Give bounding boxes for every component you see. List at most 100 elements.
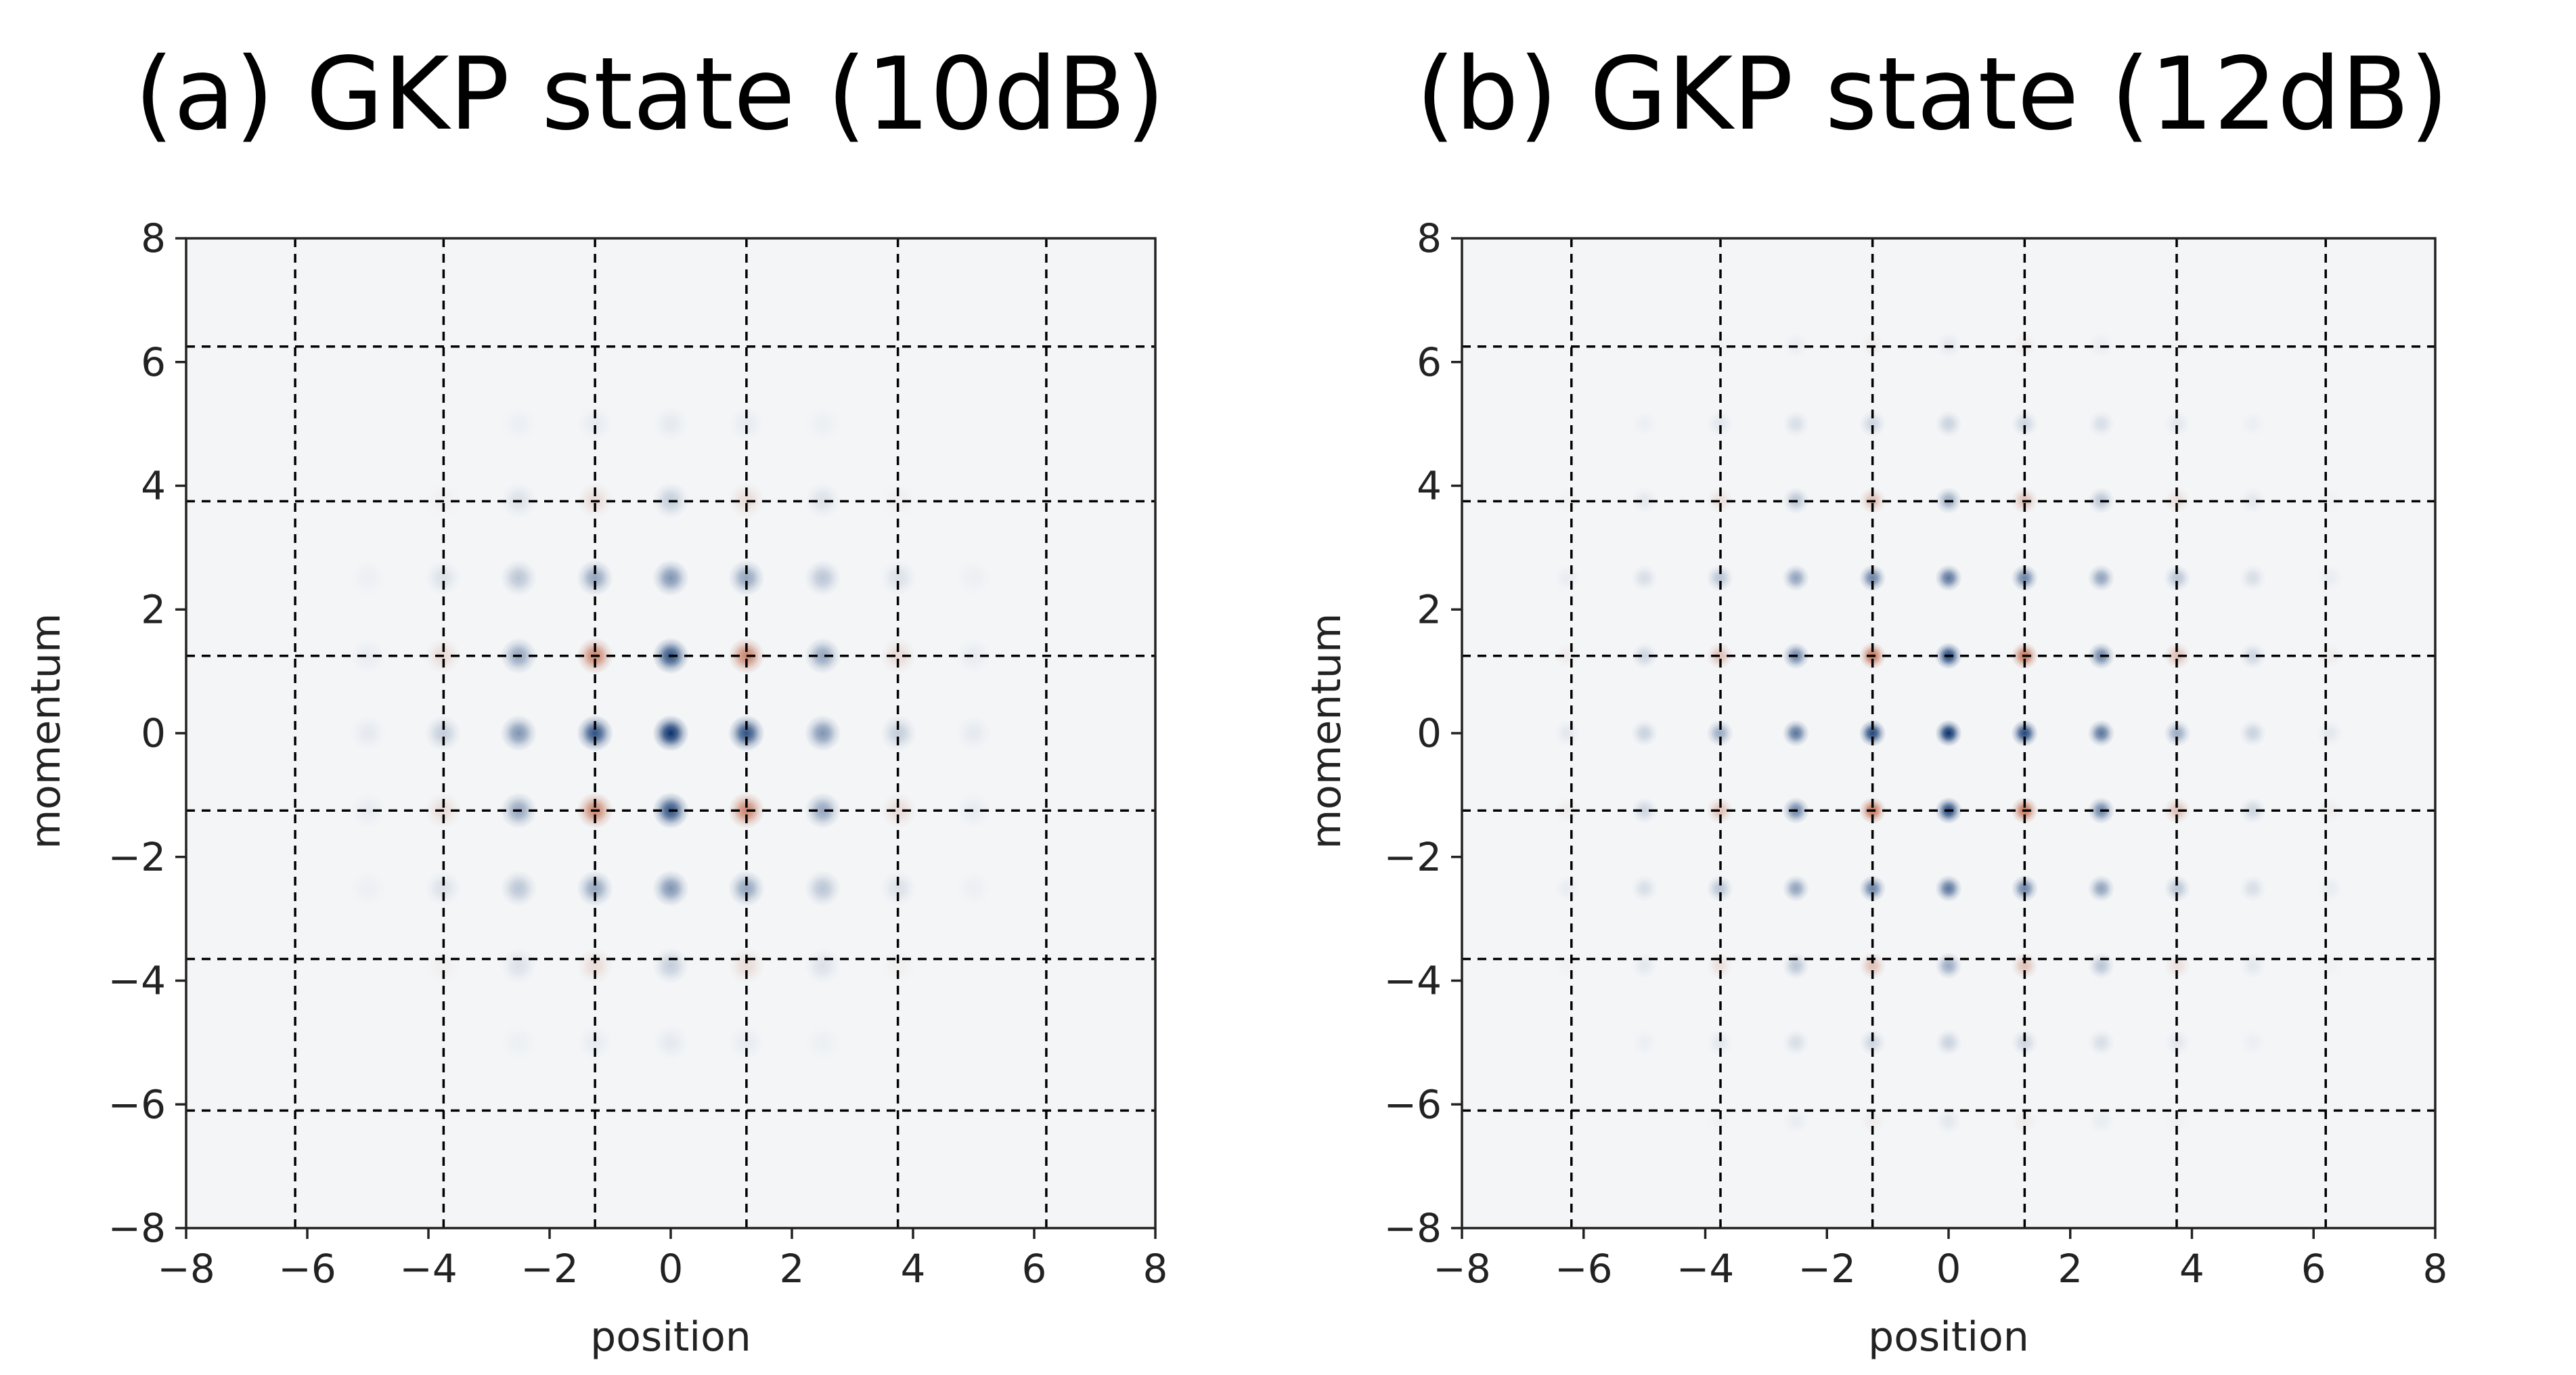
positive-peak xyxy=(501,406,537,442)
negative-peak xyxy=(728,792,765,829)
positive-peak xyxy=(1706,564,1733,592)
negative-peak xyxy=(2316,797,2344,824)
negative-peak xyxy=(728,637,765,674)
wigner-peaks xyxy=(349,406,992,1061)
positive-peak xyxy=(1706,720,1733,747)
y-tick-label: 4 xyxy=(1417,463,1442,509)
positive-peak xyxy=(2239,642,2267,670)
positive-peak xyxy=(1630,564,1658,592)
x-tick-label: 6 xyxy=(2301,1246,2326,1292)
panel-b-y-ticks: −8 −6 −4 −2 0 2 4 6 8 xyxy=(1384,215,1462,1251)
positive-peak xyxy=(577,715,613,751)
positive-peak xyxy=(880,715,917,751)
positive-peak xyxy=(1553,720,1581,747)
positive-peak xyxy=(1859,564,1886,592)
positive-peak xyxy=(1782,332,1810,359)
positive-peak xyxy=(1935,410,1962,437)
positive-peak xyxy=(804,947,841,984)
negative-peak xyxy=(2316,642,2344,670)
x-tick-label: −2 xyxy=(1798,1246,1857,1292)
y-tick-label: 6 xyxy=(141,339,166,385)
positive-peak xyxy=(424,559,462,596)
positive-peak xyxy=(2087,952,2115,980)
positive-peak xyxy=(1706,410,1733,437)
negative-peak xyxy=(1706,797,1733,824)
positive-peak xyxy=(2164,875,2191,902)
y-tick-label: −4 xyxy=(1384,958,1442,1004)
x-tick-label: −4 xyxy=(1676,1246,1735,1292)
panel-b-x-axis-label: position xyxy=(1868,1313,2029,1361)
x-tick-label: 0 xyxy=(1936,1246,1961,1292)
positive-peak xyxy=(1859,1029,1886,1056)
positive-peak xyxy=(955,637,992,674)
x-tick-label: −4 xyxy=(399,1246,458,1292)
panel-b-plot-area xyxy=(1461,237,2437,1229)
positive-peak xyxy=(1782,952,1810,980)
positive-peak xyxy=(728,406,765,442)
negative-peak xyxy=(728,947,765,984)
negative-peak xyxy=(728,482,765,519)
x-tick-label: 8 xyxy=(1143,1246,1168,1292)
y-tick-label: −6 xyxy=(108,1081,166,1127)
positive-peak xyxy=(652,406,689,442)
positive-peak xyxy=(652,870,689,907)
panel-a-x-axis-label: position xyxy=(590,1313,751,1361)
x-tick-label: 0 xyxy=(659,1246,684,1292)
positive-peak xyxy=(955,792,992,829)
positive-peak xyxy=(1553,875,1581,902)
positive-peak xyxy=(2316,564,2344,592)
positive-peak xyxy=(880,870,917,907)
positive-peak xyxy=(2087,875,2115,902)
positive-peak xyxy=(652,559,689,596)
y-tick-label: 8 xyxy=(141,215,166,261)
x-tick-label: −6 xyxy=(278,1246,336,1292)
x-tick-label: 4 xyxy=(2179,1246,2204,1292)
positive-peak xyxy=(501,1024,537,1061)
negative-peak xyxy=(577,947,613,984)
positive-peak xyxy=(728,1024,765,1061)
positive-peak xyxy=(652,1024,689,1061)
x-tick-label: 8 xyxy=(2423,1246,2448,1292)
positive-peak xyxy=(804,715,841,751)
positive-peak xyxy=(577,559,613,596)
positive-peak xyxy=(500,715,537,751)
panel-a-title: (a) GKP state (10dB) xyxy=(135,36,1165,152)
positive-peak xyxy=(1553,564,1581,592)
panel-a-plot-area xyxy=(185,237,1157,1229)
positive-peak xyxy=(2239,952,2267,980)
positive-peak xyxy=(350,560,386,596)
positive-peak xyxy=(2087,332,2115,359)
positive-peak xyxy=(1630,487,1658,515)
negative-peak xyxy=(1706,487,1733,515)
positive-peak xyxy=(652,947,689,984)
negative-peak xyxy=(1553,642,1581,670)
positive-peak xyxy=(804,637,841,674)
x-tick-label: −8 xyxy=(157,1246,215,1292)
negative-peak xyxy=(1859,1108,1886,1135)
positive-peak xyxy=(880,559,917,596)
x-tick-label: −2 xyxy=(520,1246,579,1292)
positive-peak xyxy=(805,1024,841,1061)
positive-peak xyxy=(500,870,537,907)
positive-peak xyxy=(424,715,462,751)
positive-peak xyxy=(1935,1108,1962,1135)
positive-peak xyxy=(1630,642,1658,670)
negative-peak xyxy=(2164,487,2191,515)
positive-peak xyxy=(728,870,765,907)
negative-peak xyxy=(2164,797,2191,824)
y-tick-label: 2 xyxy=(1417,586,1442,632)
x-tick-label: 4 xyxy=(901,1246,926,1292)
positive-peak xyxy=(1782,410,1810,437)
y-tick-label: −6 xyxy=(1384,1081,1442,1127)
positive-peak xyxy=(1782,1108,1810,1135)
dashed-lines xyxy=(1462,238,2435,1228)
positive-peak xyxy=(804,559,841,596)
negative-peak xyxy=(880,637,917,674)
positive-peak xyxy=(350,871,386,907)
positive-peak xyxy=(805,406,841,442)
positive-peak xyxy=(2239,797,2267,824)
positive-peak xyxy=(1630,720,1658,747)
y-tick-label: 0 xyxy=(141,710,166,756)
negative-peak xyxy=(2164,642,2191,670)
positive-peak xyxy=(2239,875,2267,902)
